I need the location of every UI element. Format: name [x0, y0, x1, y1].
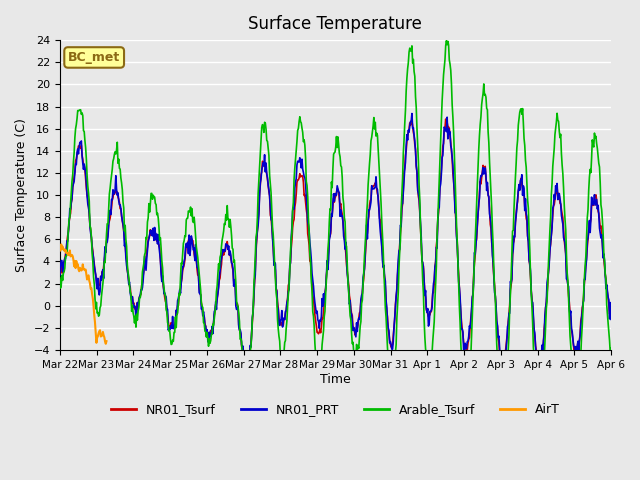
Text: BC_met: BC_met — [68, 51, 120, 64]
Y-axis label: Surface Temperature (C): Surface Temperature (C) — [15, 118, 28, 272]
Title: Surface Temperature: Surface Temperature — [248, 15, 422, 33]
X-axis label: Time: Time — [320, 372, 351, 385]
Legend: NR01_Tsurf, NR01_PRT, Arable_Tsurf, AirT: NR01_Tsurf, NR01_PRT, Arable_Tsurf, AirT — [106, 398, 565, 421]
